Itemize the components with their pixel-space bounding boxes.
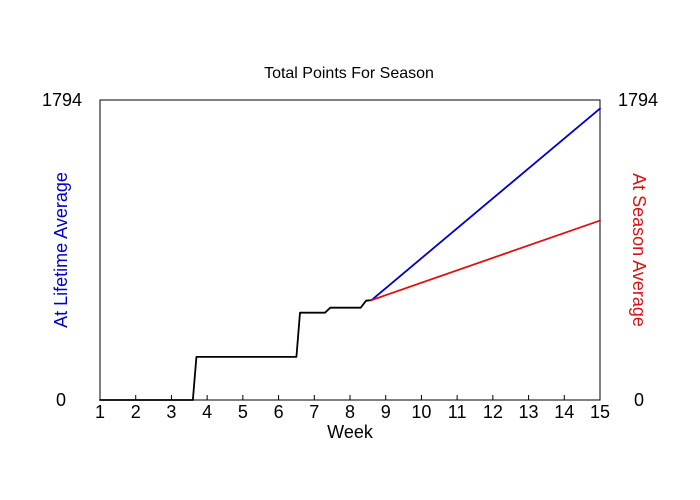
left-y-max-label: 1794 xyxy=(42,90,82,110)
plot-frame xyxy=(99,99,601,401)
x-tick-label-15: 15 xyxy=(590,402,610,422)
chart-title: Total Points For Season xyxy=(264,65,434,82)
x-tick-label-10: 10 xyxy=(411,402,431,422)
x-tick-label-6: 6 xyxy=(274,402,284,422)
x-axis-ticks: 1 2 3 4 5 6 7 8 9 10 11 12 13 14 15 xyxy=(95,395,610,422)
x-tick-label-2: 2 xyxy=(131,402,141,422)
x-axis-label: Week xyxy=(327,422,374,442)
x-tick-label-1: 1 xyxy=(95,402,105,422)
x-tick-label-12: 12 xyxy=(483,402,503,422)
x-tick-label-5: 5 xyxy=(238,402,248,422)
season-series-line xyxy=(370,219,601,302)
right-y-max-label: 1794 xyxy=(618,90,658,110)
x-tick-label-8: 8 xyxy=(345,402,355,422)
right-y-min-label: 0 xyxy=(634,390,644,410)
lifetime-series-line xyxy=(370,107,601,302)
x-tick-label-14: 14 xyxy=(554,402,574,422)
left-y-axis-label: At Lifetime Average xyxy=(51,172,71,328)
x-tick-label-4: 4 xyxy=(202,402,212,422)
series-layer xyxy=(99,107,601,401)
left-y-min-label: 0 xyxy=(56,390,66,410)
x-tick-label-11: 11 xyxy=(448,402,467,422)
right-y-axis-label: At Season Average xyxy=(629,173,649,327)
x-tick-label-7: 7 xyxy=(309,402,319,422)
actual-series-line xyxy=(99,299,373,401)
x-tick-label-13: 13 xyxy=(519,402,539,422)
x-tick-label-9: 9 xyxy=(381,402,391,422)
x-tick-label-3: 3 xyxy=(166,402,176,422)
